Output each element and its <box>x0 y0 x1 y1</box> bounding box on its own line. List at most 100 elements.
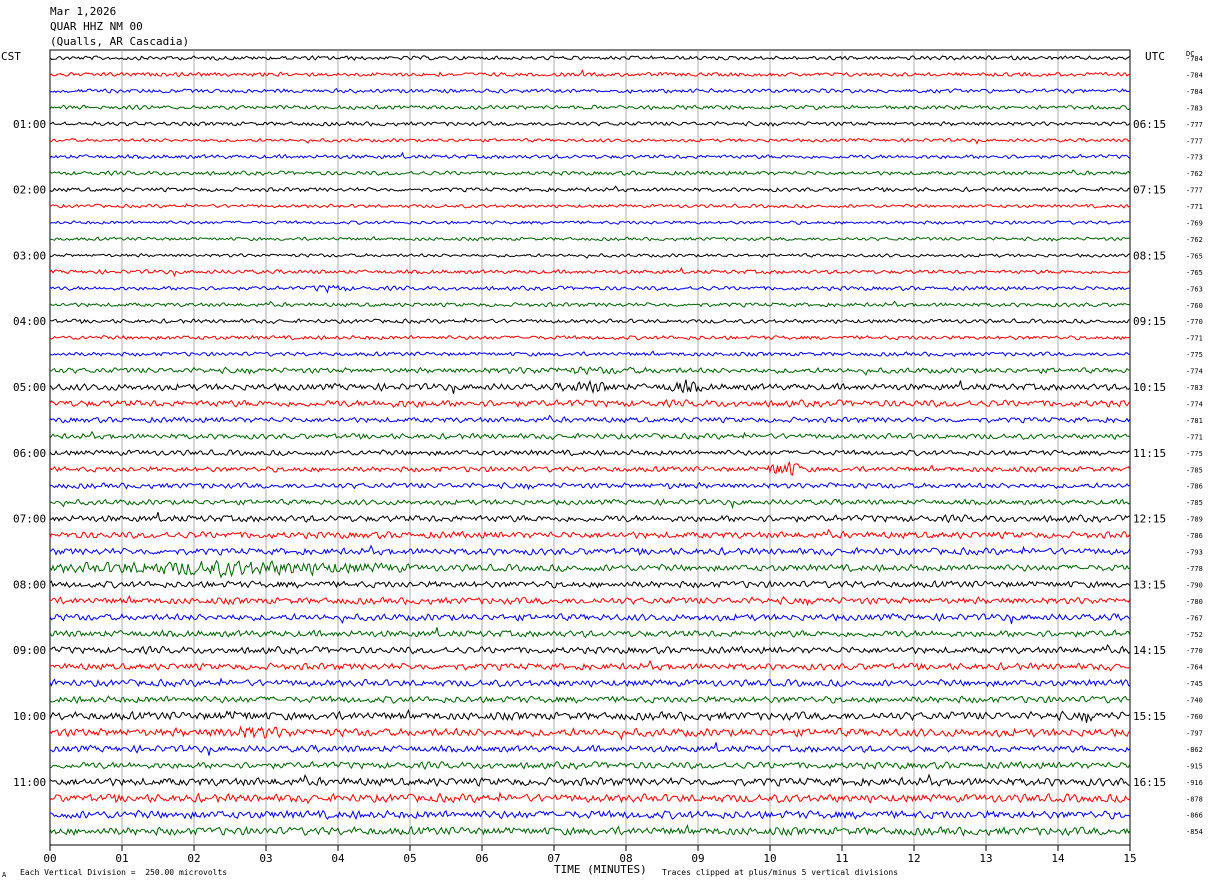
x-tick-label: 07 <box>547 852 560 865</box>
dc-offset-label: -765 <box>1186 269 1203 277</box>
dc-offset-label: -767 <box>1186 614 1203 622</box>
plot-frame <box>49 49 1131 846</box>
x-tick-label: 02 <box>187 852 200 865</box>
dc-offset-label: -784 <box>1186 71 1203 79</box>
dc-offset-label: -793 <box>1186 549 1203 557</box>
trace-row <box>49 612 1131 625</box>
utc-hour-label: 08:15 <box>1133 249 1166 262</box>
trace-row <box>49 398 1131 409</box>
dc-offset-label: -775 <box>1186 351 1203 359</box>
dc-offset-label: -764 <box>1186 664 1203 672</box>
dc-offset-label: -785 <box>1186 466 1203 474</box>
trace-row <box>49 809 1131 821</box>
dc-offset-label: -769 <box>1186 220 1203 228</box>
trace-row <box>49 760 1131 771</box>
trace-row <box>50 659 1131 672</box>
dc-offset-label: -783 <box>1186 384 1203 392</box>
dc-offset-label: -760 <box>1186 713 1203 721</box>
dc-offset-label: -866 <box>1186 812 1203 820</box>
clipping-note: Traces clipped at plus/minus 5 vertical … <box>662 868 899 877</box>
dc-offset-label: -770 <box>1186 647 1203 655</box>
cst-hour-label: 06:00 <box>13 447 46 460</box>
trace-row <box>49 317 1131 325</box>
trace-row <box>49 334 1131 341</box>
dc-offset-label: -785 <box>1186 499 1203 507</box>
cst-hour-label: 05:00 <box>13 381 46 394</box>
x-axis-title: TIME (MINUTES) <box>554 863 647 876</box>
trace-row <box>49 594 1131 607</box>
trace-row <box>49 528 1131 540</box>
utc-hour-label: 13:15 <box>1133 578 1166 591</box>
trace-row <box>49 137 1131 145</box>
date-label: Mar 1,2026 <box>50 5 117 18</box>
trace-row <box>49 203 1131 209</box>
dc-offset-label: -765 <box>1186 252 1203 260</box>
trace-row <box>49 379 1131 395</box>
dc-offset-label: -784 <box>1186 55 1203 63</box>
cst-hour-label: 03:00 <box>13 249 46 262</box>
x-tick-label: 15 <box>1123 852 1136 865</box>
x-tick-label: 11 <box>835 852 848 865</box>
dc-offset-label: -916 <box>1186 779 1203 787</box>
utc-axis-title: UTC <box>1145 50 1165 63</box>
vertical-division-note: Each Vertical Division = 250.00 microvol… <box>20 868 228 877</box>
trace-row <box>49 725 1131 741</box>
trace-row <box>49 461 1131 476</box>
dc-offset-label: -786 <box>1186 532 1203 540</box>
cst-hour-label: 02:00 <box>13 184 46 197</box>
x-tick-label: 04 <box>331 852 345 865</box>
cst-hour-label: 07:00 <box>13 513 46 526</box>
trace-row <box>49 559 1131 579</box>
trace-row <box>49 366 1131 376</box>
cst-hour-label: 04:00 <box>13 315 46 328</box>
dc-offset-label: -752 <box>1186 631 1203 639</box>
x-tick-label: 01 <box>115 852 128 865</box>
station-label: QUAR HHZ NM 00 <box>50 20 143 33</box>
dc-offset-label: -789 <box>1186 516 1203 524</box>
dc-offset-label: -762 <box>1186 236 1203 244</box>
trace-row <box>49 695 1130 705</box>
trace-row <box>49 284 1131 294</box>
dc-offset-label: -773 <box>1186 154 1203 162</box>
utc-hour-label: 09:15 <box>1133 315 1166 328</box>
dc-offset-label: -775 <box>1186 450 1203 458</box>
x-tick-label: 09 <box>691 852 704 865</box>
dc-offset-label: -763 <box>1186 285 1203 293</box>
dc-offset-label: -878 <box>1186 795 1203 803</box>
cst-hour-label: 08:00 <box>13 578 46 591</box>
dc-offset-label: -862 <box>1186 746 1203 754</box>
dc-offset-label: -745 <box>1186 680 1203 688</box>
dc-offset-label: -790 <box>1186 581 1203 589</box>
trace-row <box>49 252 1130 259</box>
trace-row <box>49 544 1131 557</box>
utc-hour-label: 11:15 <box>1133 447 1166 460</box>
x-tick-label: 06 <box>475 852 488 865</box>
trace-row <box>49 511 1130 524</box>
utc-hour-label: 06:15 <box>1133 118 1166 131</box>
trace-row <box>49 773 1131 788</box>
trace-row <box>49 627 1131 639</box>
trace-row <box>49 742 1131 756</box>
dc-offset-label: -784 <box>1186 88 1203 96</box>
utc-hour-label: 12:15 <box>1133 513 1166 526</box>
dc-offset-label: -771 <box>1186 335 1203 343</box>
trace-row <box>49 120 1131 128</box>
cst-axis-title: CST <box>1 50 21 63</box>
dc-offset-label: -854 <box>1186 828 1203 836</box>
trace-row <box>49 481 1131 491</box>
cst-hour-label: 09:00 <box>13 644 46 657</box>
dc-offset-label: -778 <box>1186 565 1203 573</box>
utc-hour-label: 07:15 <box>1133 184 1166 197</box>
trace-row <box>49 824 1131 837</box>
dc-offset-label: -781 <box>1186 417 1203 425</box>
trace-row <box>49 430 1131 441</box>
dc-offset-label: -777 <box>1186 121 1203 129</box>
trace-row <box>49 579 1131 589</box>
corner-mark: A <box>2 871 7 879</box>
dc-offset-label: -774 <box>1186 368 1203 376</box>
x-tick-label: 14 <box>1051 852 1065 865</box>
trace-row <box>49 55 1131 61</box>
x-tick-label: 00 <box>43 852 56 865</box>
dc-offset-label: -760 <box>1186 302 1203 310</box>
trace-row <box>49 69 1131 78</box>
